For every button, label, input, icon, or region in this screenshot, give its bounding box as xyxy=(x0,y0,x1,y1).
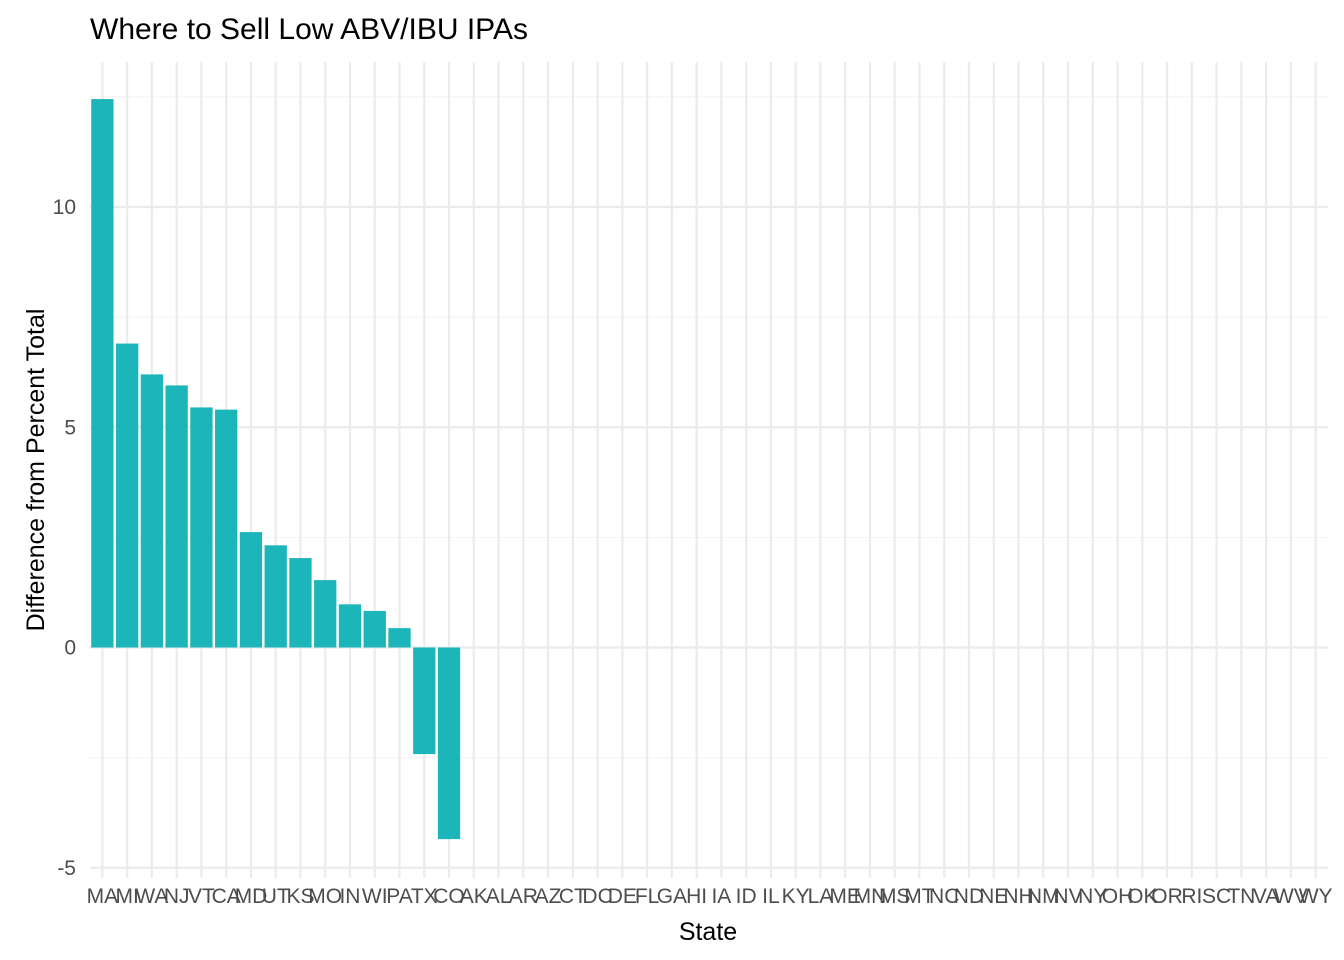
x-tick-label: RI xyxy=(1181,885,1202,908)
x-tick-label: OR xyxy=(1151,885,1183,908)
y-axis-title: Difference from Percent Total xyxy=(22,309,50,632)
x-tick-label: CO xyxy=(433,885,465,908)
x-tick-label: IA xyxy=(711,885,731,908)
x-tick-label: TN xyxy=(1227,885,1255,908)
x-tick-label: HI xyxy=(686,885,707,908)
x-tick-label: IN xyxy=(339,885,360,908)
x-tick-label: WY xyxy=(1299,885,1333,908)
x-tick-label: NC xyxy=(929,885,959,908)
x-tick-label: LA xyxy=(808,885,834,908)
bar-nj xyxy=(165,385,188,648)
y-tick-label: 0 xyxy=(64,637,76,660)
bar-ma xyxy=(91,99,114,648)
x-tick-label: OH xyxy=(1102,885,1134,908)
x-tick-label: PA xyxy=(386,885,412,908)
x-tick-label: AK xyxy=(460,885,488,908)
bar-co xyxy=(437,647,461,840)
x-tick-label: OK xyxy=(1127,885,1157,908)
bar-ca xyxy=(215,409,238,648)
x-tick-label: MD xyxy=(235,885,268,908)
x-tick-label: MA xyxy=(87,885,119,908)
x-tick-label: AZ xyxy=(535,885,562,908)
x-tick-label: DE xyxy=(608,885,637,908)
x-tick-label: NE xyxy=(979,885,1008,908)
x-tick-label: NV xyxy=(1053,885,1082,908)
x-tick-label: VT xyxy=(188,885,215,908)
x-tick-label: AL xyxy=(486,885,512,908)
bars xyxy=(91,99,461,840)
x-tick-label: AR xyxy=(509,885,538,908)
x-tick-label: UT xyxy=(262,885,290,908)
x-tick-label: KY xyxy=(782,885,810,908)
bar-md xyxy=(239,532,263,648)
y-tick-label: 10 xyxy=(53,196,76,219)
x-tick-label: ND xyxy=(954,885,984,908)
x-tick-label: NH xyxy=(1003,885,1033,908)
bar-pa xyxy=(388,628,411,648)
grid xyxy=(90,62,1328,878)
x-tick-label: SC xyxy=(1202,885,1231,908)
bar-ut xyxy=(264,545,287,648)
x-tick-label: MO xyxy=(308,885,342,908)
bar-wa xyxy=(140,374,164,648)
x-tick-label: MN xyxy=(854,885,887,908)
x-tick-label: FL xyxy=(635,885,660,908)
bar-tx xyxy=(413,647,436,755)
x-tick-label: TX xyxy=(411,885,438,908)
y-tick-label: -5 xyxy=(57,857,76,880)
x-tick-label: NJ xyxy=(164,885,190,908)
x-tick-label: ME xyxy=(829,885,861,908)
y-axis-ticks: -5 0 5 10 xyxy=(53,196,76,880)
x-tick-label: GA xyxy=(657,885,687,908)
x-tick-label: VA xyxy=(1253,885,1279,908)
x-tick-label: MT xyxy=(904,885,934,908)
x-tick-label: MS xyxy=(879,885,911,908)
bar-in xyxy=(338,604,362,648)
bar-mo xyxy=(314,580,337,648)
bar-ks xyxy=(289,558,312,648)
bar-mi xyxy=(115,343,139,648)
x-tick-label: DC xyxy=(582,885,612,908)
x-axis-title: State xyxy=(679,918,737,946)
x-tick-label: IL xyxy=(762,885,780,908)
x-tick-label: NM xyxy=(1027,885,1060,908)
x-tick-label: NY xyxy=(1078,885,1107,908)
x-tick-label: CT xyxy=(559,885,587,908)
x-tick-label: WA xyxy=(135,885,168,908)
x-tick-label: WV xyxy=(1274,885,1308,908)
y-tick-label: 5 xyxy=(64,416,76,439)
bar-vt xyxy=(190,407,213,648)
chart-title: Where to Sell Low ABV/IBU IPAs xyxy=(90,13,528,46)
x-tick-label: CA xyxy=(212,885,241,908)
x-tick-label: MI xyxy=(115,885,138,908)
x-tick-label: KS xyxy=(286,885,314,908)
x-tick-label: ID xyxy=(736,885,757,908)
bar-wi xyxy=(363,610,386,648)
x-tick-label: WI xyxy=(362,885,388,908)
